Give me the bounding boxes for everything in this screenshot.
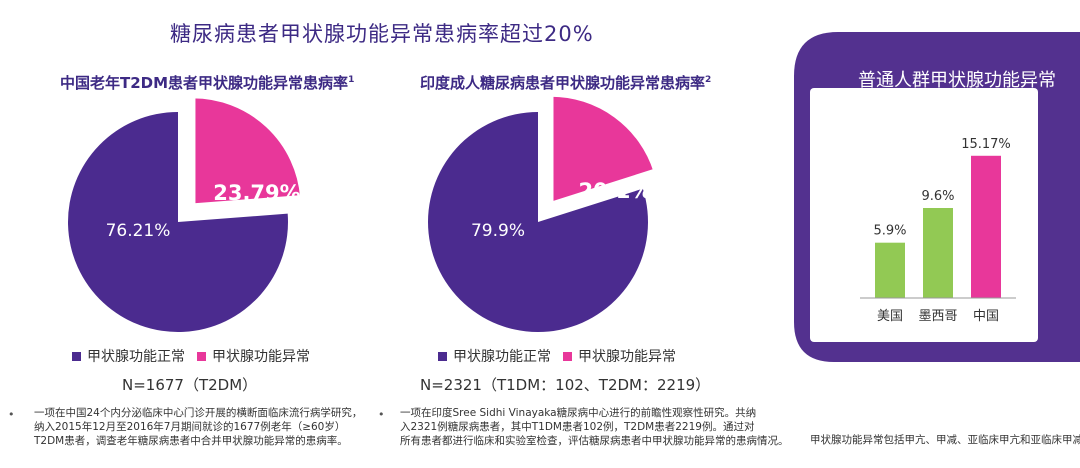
pie-slice-normal	[67, 112, 288, 332]
bar-title-line1: 普通人群甲状腺功能异常	[858, 70, 1056, 91]
footnote-left-line: 一项在中国24个内分泌临床中心门诊开展的横断面临床流行病学研究，	[34, 407, 363, 419]
pie1-legend: 甲状腺功能正常 甲状腺功能异常	[72, 346, 310, 366]
bar-footnote: 甲状腺功能异常包括甲亢、甲减、亚临床甲亢和亚临床甲减	[810, 434, 1080, 446]
pie-label-abnormal: 20.1%	[579, 179, 652, 203]
legend-normal-label: 甲状腺功能正常	[87, 349, 185, 365]
legend-abnormal-swatch	[197, 351, 206, 361]
bar-chart: 5.9% 美国 9.6% 墨西哥 15.17% 中国	[860, 137, 1016, 324]
pie1-title-sup: 1	[348, 75, 355, 85]
legend-normal-swatch	[438, 351, 447, 361]
pie2-title-sup: 2	[705, 75, 712, 85]
pie-label-abnormal: 23.79%	[213, 181, 300, 205]
footnote-right-line: 一项在印度Sree Sidhi Vinayaka糖尿病中心进行的前瞻性观察性研究…	[400, 407, 757, 419]
bar-title-sup: 3-5	[993, 101, 1011, 112]
bar-1	[923, 208, 953, 298]
pie-chart-2: 79.9% 20.1%	[428, 96, 659, 332]
pie2-n: N=2321（T1DM：102、T2DM：2219）	[420, 376, 711, 394]
footnote-left-bullet: •	[8, 408, 15, 421]
bar-value-label: 9.6%	[921, 189, 954, 204]
bar-title-line2-wrap: 患病率调查3-5	[842, 94, 1072, 124]
legend-abnormal-label: 甲状腺功能异常	[578, 349, 676, 365]
footnote-right-line: 所有患者都进行临床和实验室检查，评估糖尿病患者中甲状腺功能异常的患病情况。	[400, 435, 789, 447]
bar-value-label: 5.9%	[873, 224, 906, 239]
legend-abnormal-label: 甲状腺功能异常	[212, 349, 310, 365]
footnote-right-bullet: •	[378, 408, 385, 421]
pie2-title: 印度成人糖尿病患者甲状腺功能异常患病率2	[420, 72, 711, 93]
bar-category-label: 美国	[877, 309, 903, 324]
pie2-title-text: 印度成人糖尿病患者甲状腺功能异常患病率	[420, 74, 706, 92]
pie-label-normal: 76.21%	[106, 221, 171, 241]
page-title: 糖尿病患者甲状腺功能异常患病率超过20%	[170, 22, 594, 46]
pie-slice-normal	[428, 112, 648, 332]
footnote-left-line: T2DM患者，调查老年糖尿病患者中合并甲状腺功能异常的患病率。	[34, 435, 348, 447]
footnote-left-line: 纳入2015年12月至2016年7月期间就诊的1677例老年（≥60岁）	[34, 421, 346, 433]
bar-value-label: 15.17%	[961, 137, 1011, 152]
legend-normal-label: 甲状腺功能正常	[453, 349, 551, 365]
footnote-right: 一项在印度Sree Sidhi Vinayaka糖尿病中心进行的前瞻性观察性研究…	[400, 406, 790, 448]
pie2-legend: 甲状腺功能正常 甲状腺功能异常	[438, 346, 676, 366]
footnote-right-line: 入2321例糖尿病患者，其中T1DM患者102例，T2DM患者2219例。通过对	[400, 421, 755, 433]
bar-category-label: 中国	[973, 309, 999, 324]
legend-abnormal-swatch	[563, 351, 572, 361]
pie-slice-abnormal	[190, 96, 306, 209]
pie-label-normal: 79.9%	[471, 221, 525, 241]
pie-slice-abnormal	[548, 96, 659, 208]
legend-normal-swatch	[72, 351, 81, 361]
pie-chart-1: 76.21% 23.79%	[67, 96, 306, 332]
bar-category-label: 墨西哥	[918, 309, 957, 324]
pie1-n: N=1677（T2DM）	[122, 376, 258, 394]
footnote-left: 一项在中国24个内分泌临床中心门诊开展的横断面临床流行病学研究， 纳入2015年…	[34, 406, 374, 448]
bar-chart-title: 普通人群甲状腺功能异常 患病率调查3-5	[842, 68, 1072, 124]
pie1-title-text: 中国老年T2DM患者甲状腺功能异常患病率	[60, 74, 349, 92]
bar-0	[875, 242, 905, 298]
bar-title-line2: 患病率调查	[903, 100, 994, 121]
pie1-title: 中国老年T2DM患者甲状腺功能异常患病率1	[60, 72, 354, 93]
bar-2	[971, 155, 1001, 298]
